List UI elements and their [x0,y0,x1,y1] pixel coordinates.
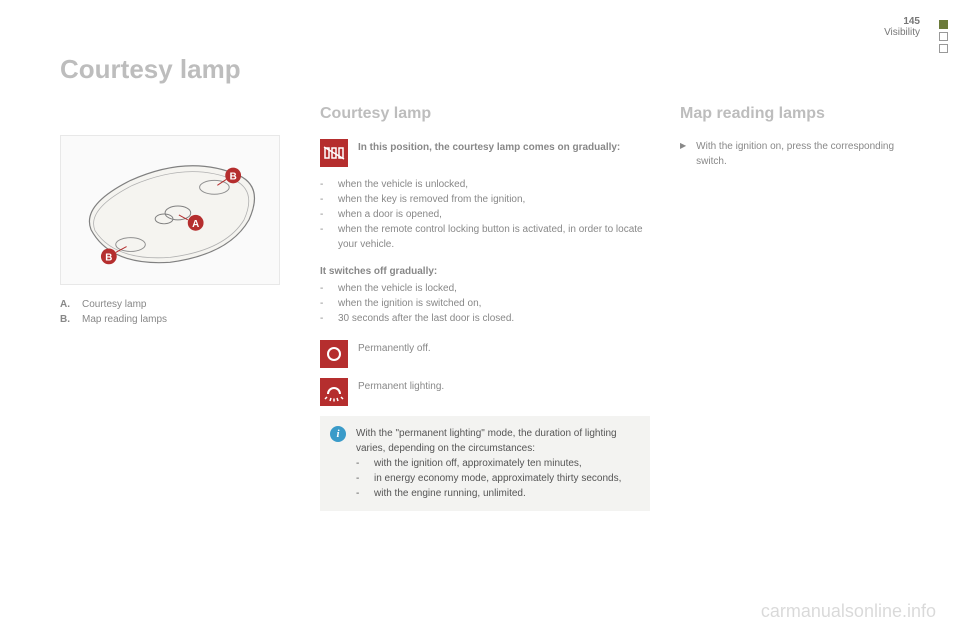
info-content: With the "permanent lighting" mode, the … [356,426,638,501]
list-item: with the engine running, unlimited. [356,486,638,501]
off-heading: It switches off gradually: [320,266,650,277]
info-lead: With the "permanent lighting" mode, the … [356,426,638,456]
page-number: 145 [884,16,920,27]
list-item: when the ignition is switched on, [320,296,650,311]
list-item: 30 seconds after the last door is closed… [320,311,650,326]
toggle-position-row: In this position, the courtesy lamp come… [320,139,650,167]
page-header: 145 Visibility [884,16,920,38]
legend-key: B. [60,312,74,327]
section-title-courtesy: Courtesy lamp [320,105,650,123]
list-item: when a door is opened, [320,207,650,222]
watermark: carmanualsonline.info [761,601,936,622]
list-item: when the vehicle is locked, [320,281,650,296]
svg-text:A: A [192,219,199,230]
off-conditions-list: when the vehicle is locked, when the ign… [320,281,650,326]
toggle-door-icon [320,139,348,167]
perm-on-row: Permanent lighting. [320,378,650,406]
info-list: with the ignition off, approximately ten… [356,456,638,501]
list-item: with the ignition off, approximately ten… [356,456,638,471]
legend-key: A. [60,297,74,312]
info-box: i With the "permanent lighting" mode, th… [320,416,650,511]
info-icon: i [330,426,346,442]
list-item: when the key is removed from the ignitio… [320,192,650,207]
courtesy-lamp-illustration: A B B [60,135,280,285]
page-title: Courtesy lamp [60,54,920,85]
perm-off-text: Permanently off. [358,340,431,356]
left-column: A B B A. Courtesy lamp [60,105,290,327]
list-item: in energy economy mode, approximately th… [356,471,638,486]
perm-on-text: Permanent lighting. [358,378,444,394]
middle-column: Courtesy lamp In this position, the cour… [320,105,650,511]
section-name: Visibility [884,27,920,38]
on-conditions-list: when the vehicle is unlocked, when the k… [320,177,650,252]
indicator-square [939,32,948,41]
off-icon [320,340,348,368]
legend-row: B. Map reading lamps [60,312,290,327]
perm-off-row: Permanently off. [320,340,650,368]
indicator-square-active [939,20,948,29]
map-reading-instructions: With the ignition on, press the correspo… [680,139,920,169]
legend-label: Map reading lamps [82,312,167,327]
list-item: when the vehicle is unlocked, [320,177,650,192]
illustration-legend: A. Courtesy lamp B. Map reading lamps [60,297,290,327]
indicator-square [939,44,948,53]
section-title-map-reading: Map reading lamps [680,105,920,123]
legend-row: A. Courtesy lamp [60,297,290,312]
toggle-intro-text: In this position, the courtesy lamp come… [358,139,620,155]
list-item: when the remote control locking button i… [320,222,650,252]
side-indicator [939,20,948,53]
svg-text:B: B [105,252,112,263]
right-column: Map reading lamps With the ignition on, … [680,105,920,169]
legend-label: Courtesy lamp [82,297,146,312]
svg-text:B: B [230,171,237,182]
list-item: With the ignition on, press the correspo… [680,139,920,169]
light-on-icon [320,378,348,406]
